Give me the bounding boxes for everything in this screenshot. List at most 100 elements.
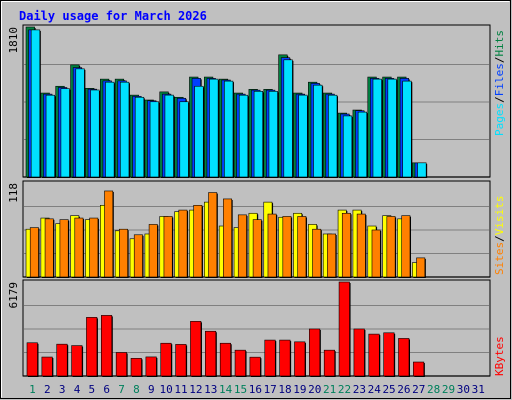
bar-sites-day-8 xyxy=(133,234,143,278)
bar-pages-day-25 xyxy=(387,78,397,178)
bar-pages-day-12 xyxy=(194,85,204,178)
bar-sites-day-1 xyxy=(29,227,39,278)
x-tick-label: 27 xyxy=(412,383,425,396)
x-tick-label: 16 xyxy=(249,383,262,396)
bar-kbytes-day-17 xyxy=(264,339,276,377)
bar-kbytes-day-10 xyxy=(160,342,172,377)
bar-pages-day-26 xyxy=(402,80,412,178)
x-tick-label: 28 xyxy=(427,383,440,396)
x-tick-label: 21 xyxy=(323,383,336,396)
y-max-label: 1810 xyxy=(7,27,20,54)
x-tick-label: 8 xyxy=(133,383,140,396)
x-tick-label: 3 xyxy=(59,383,66,396)
bar-pages-day-10 xyxy=(164,94,174,178)
x-tick-labels: 1 2 3 4 5 6 7 8 9 10 11 12 13 14 15 16 17 18 19 20 21 22 23 24 2… xyxy=(29,383,485,396)
x-tick-label: 23 xyxy=(353,383,366,396)
bar-kbytes-day-21 xyxy=(323,349,336,377)
bar-pages-day-2 xyxy=(45,94,55,178)
x-tick-label: 26 xyxy=(397,383,410,396)
bar-pages-day-11 xyxy=(179,101,189,178)
bar-sites-day-27 xyxy=(416,257,426,278)
bar-sites-day-25 xyxy=(386,216,396,278)
x-tick-label: 4 xyxy=(74,383,81,396)
bar-pages-day-20 xyxy=(313,84,323,178)
x-tick-label: 7 xyxy=(118,383,125,396)
panel-kbytes: 6179 KBytes xyxy=(7,279,506,377)
bar-kbytes-day-23 xyxy=(353,328,365,377)
bar-sites-day-16 xyxy=(252,219,262,278)
bar-sites-day-11 xyxy=(178,209,188,278)
bar-kbytes-day-5 xyxy=(86,317,98,377)
x-tick-label: 29 xyxy=(442,383,455,396)
x-tick-label: 2 xyxy=(44,383,51,396)
x-tick-label: 22 xyxy=(338,383,351,396)
bar-sites-day-13 xyxy=(208,192,218,278)
bar-kbytes-day-11 xyxy=(175,344,187,377)
bar-kbytes-day-26 xyxy=(398,338,410,377)
bar-kbytes-day-22 xyxy=(338,281,350,377)
bar-kbytes-day-12 xyxy=(190,321,202,377)
x-tick-label: 18 xyxy=(278,383,291,396)
axis-title-part: Sites xyxy=(493,242,506,275)
bar-kbytes-day-7 xyxy=(115,352,127,377)
bar-sites-day-4 xyxy=(74,217,84,278)
bar-sites-day-23 xyxy=(356,213,366,278)
bar-kbytes-day-8 xyxy=(130,358,142,377)
bar-pages-day-1 xyxy=(30,29,41,178)
bar-sites-day-7 xyxy=(119,228,128,278)
x-tick-label: 10 xyxy=(160,383,173,396)
bar-kbytes-day-2 xyxy=(41,356,53,377)
x-tick-label: 11 xyxy=(174,383,187,396)
bar-pages-day-7 xyxy=(120,81,130,178)
axis-title-part: / xyxy=(493,96,506,103)
axis-title-hits-files-pages: Pages/Files/Hits xyxy=(493,30,506,136)
axis-title-kbytes: KBytes xyxy=(493,336,506,376)
x-tick-label: 24 xyxy=(368,383,382,396)
x-tick-label: 17 xyxy=(264,383,277,396)
axis-title-part: / xyxy=(493,235,506,242)
x-tick-label: 12 xyxy=(189,383,202,396)
bar-pages-day-9 xyxy=(149,101,159,178)
bar-pages-day-23 xyxy=(357,111,368,178)
bar-kbytes-day-25 xyxy=(383,332,395,377)
bar-kbytes-day-19 xyxy=(294,341,306,377)
y-max-label: 6179 xyxy=(7,282,20,309)
bar-kbytes-day-24 xyxy=(368,333,380,377)
axis-title-part: / xyxy=(493,57,506,64)
bar-pages-day-24 xyxy=(372,78,382,178)
bar-kbytes-day-3 xyxy=(56,343,68,377)
x-tick-label: 13 xyxy=(204,383,217,396)
x-tick-label: 15 xyxy=(234,383,247,396)
bar-kbytes-day-14 xyxy=(219,342,231,377)
bar-kbytes-day-18 xyxy=(279,339,291,377)
bar-sites-day-9 xyxy=(148,224,158,278)
bar-sites-day-14 xyxy=(223,198,232,278)
bar-pages-day-13 xyxy=(209,78,219,178)
x-tick-label: 5 xyxy=(89,383,96,396)
bar-pages-day-8 xyxy=(134,96,145,178)
bar-sites-day-21 xyxy=(327,233,336,278)
x-tick-label: 30 xyxy=(457,383,470,396)
bar-sites-day-20 xyxy=(312,228,322,278)
bar-sites-day-18 xyxy=(282,216,292,278)
bar-pages-day-17 xyxy=(268,91,278,178)
bar-pages-day-21 xyxy=(328,94,338,178)
bar-pages-day-4 xyxy=(75,68,85,178)
bar-sites-day-3 xyxy=(59,219,69,278)
axis-title-part: Visits xyxy=(493,196,506,236)
bar-kbytes-day-1 xyxy=(26,342,38,377)
panel-hits-files-pages: 1810 Pages/Files/Hits xyxy=(7,24,506,179)
x-tick-label: 19 xyxy=(293,383,306,396)
axis-title-part: Pages xyxy=(493,103,506,136)
bar-sites-day-22 xyxy=(341,212,351,278)
x-tick-label: 1 xyxy=(29,383,36,396)
bar-pages-day-6 xyxy=(105,81,115,178)
bar-sites-day-24 xyxy=(371,229,381,278)
chart-title: Daily usage for March 2026 xyxy=(19,9,207,23)
bar-kbytes-day-9 xyxy=(145,356,157,377)
bar-sites-day-6 xyxy=(104,190,114,278)
bar-kbytes-day-20 xyxy=(309,328,321,377)
chart-panels: 1810Pages/Files/Hits118Sites/Visits6179K… xyxy=(7,24,506,377)
bar-sites-day-5 xyxy=(89,217,99,278)
